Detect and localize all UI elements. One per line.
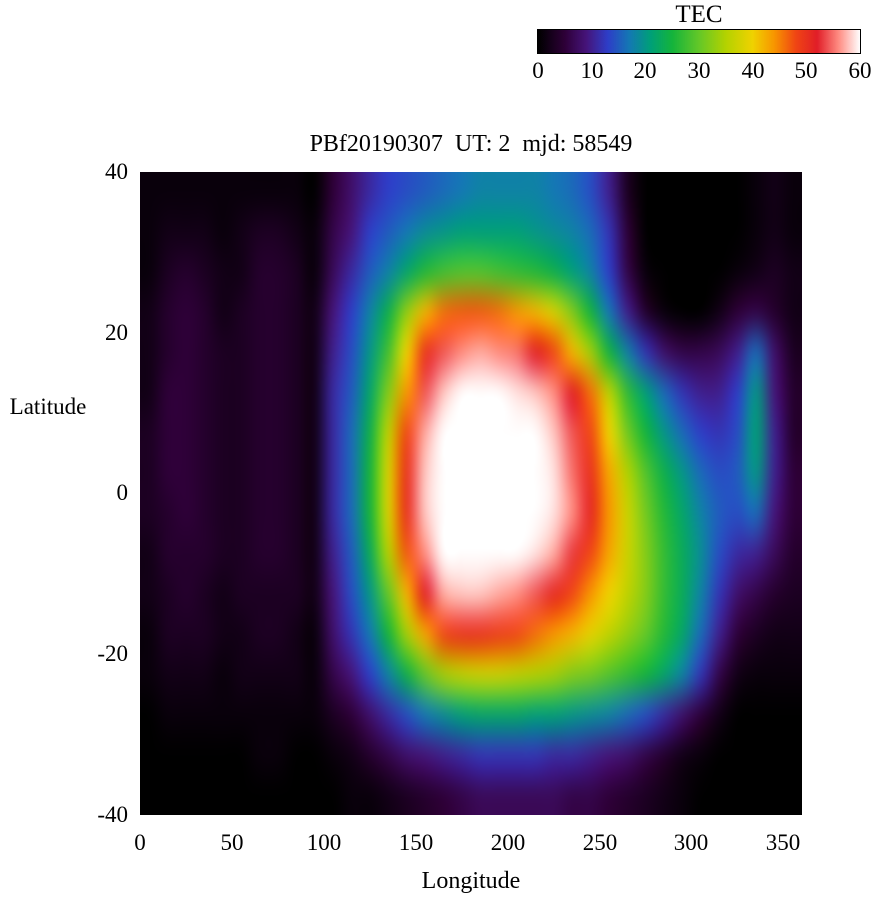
- x-tick-label: 300: [673, 830, 709, 855]
- colorbar-tick-label: 20: [633, 58, 657, 83]
- colorbar-tick-label: 0: [532, 58, 544, 83]
- plot-title: PBf20190307 UT: 2 mjd: 58549: [309, 131, 633, 157]
- x-tick-label: 50: [220, 830, 244, 855]
- tec-heatmap: [140, 172, 802, 815]
- y-tick-label: 40: [105, 159, 128, 184]
- colorbar-tick-label: 30: [687, 58, 711, 83]
- x-tick-label: 0: [134, 830, 146, 855]
- colorbar-tick-label: 40: [741, 58, 765, 83]
- x-tick-label: 100: [306, 830, 342, 855]
- colorbar-title: TEC: [675, 1, 723, 28]
- y-tick-label: -20: [97, 641, 128, 666]
- colorbar-tick-label: 60: [848, 58, 872, 83]
- y-axis-label: Latitude: [9, 394, 87, 419]
- x-tick-label: 250: [582, 830, 618, 855]
- x-tick-label: 150: [398, 830, 434, 855]
- y-tick-label: 20: [105, 320, 128, 345]
- colorbar-tick-label: 10: [580, 58, 604, 83]
- x-tick-label: 200: [490, 830, 526, 855]
- x-tick-label: 350: [765, 830, 801, 855]
- colorbar-gradient: [537, 29, 861, 54]
- y-tick-label: -40: [97, 802, 128, 827]
- colorbar-tick-label: 50: [794, 58, 818, 83]
- y-tick-label: 0: [116, 480, 129, 505]
- x-axis-label: Longitude: [421, 868, 521, 894]
